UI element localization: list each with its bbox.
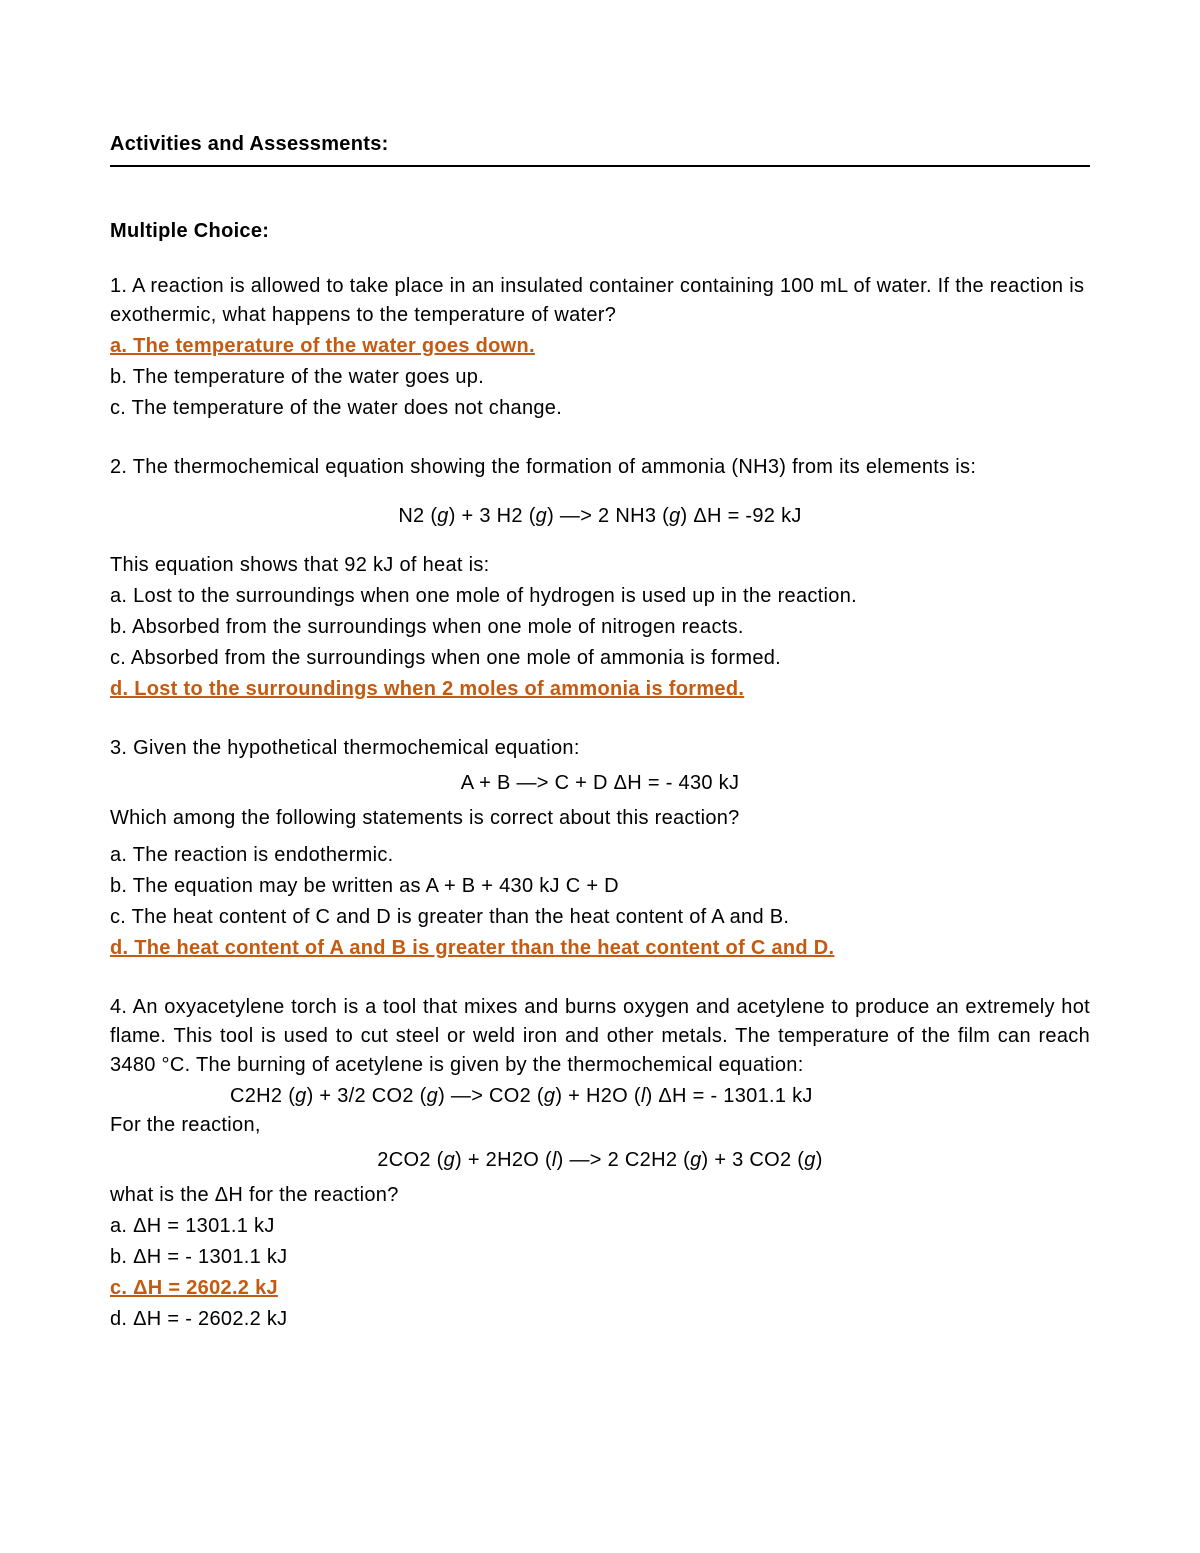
question-1-option-c: c. The temperature of the water does not… (110, 394, 1090, 423)
eq-part: 2CO2 ( (377, 1149, 443, 1171)
eq-state: g (437, 505, 448, 527)
eq-state: g (804, 1149, 815, 1171)
question-3-equation: A + B —> C + D ΔH = - 430 kJ (110, 769, 1090, 798)
question-4-option-a: a. ΔH = 1301.1 kJ (110, 1212, 1090, 1241)
multiple-choice-heading: Multiple Choice: (110, 217, 1090, 246)
question-2-stem2: This equation shows that 92 kJ of heat i… (110, 551, 1090, 580)
document-page: Activities and Assessments: Multiple Cho… (0, 0, 1200, 1553)
eq-part: C2H2 ( (230, 1085, 295, 1107)
question-3-option-b: b. The equation may be written as A + B … (110, 872, 1090, 901)
eq-part: ) + 3 H2 ( (449, 505, 536, 527)
question-1-text: 1. A reaction is allowed to take place i… (110, 272, 1090, 330)
question-2-option-a: a. Lost to the surroundings when one mol… (110, 582, 1090, 611)
eq-part: ) —> 2 NH3 ( (547, 505, 669, 527)
eq-part: ) + 3/2 CO2 ( (307, 1085, 427, 1107)
question-4-for-reaction: For the reaction, (110, 1111, 1090, 1140)
question-4: 4. An oxyacetylene torch is a tool that … (110, 993, 1090, 1334)
question-3-stem2: Which among the following statements is … (110, 804, 1090, 833)
eq-state: g (544, 1085, 555, 1107)
question-1-option-a: a. The temperature of the water goes dow… (110, 332, 1090, 361)
eq-state: g (536, 505, 547, 527)
eq-state: g (669, 505, 680, 527)
question-3-option-a: a. The reaction is endothermic. (110, 841, 1090, 870)
eq-part: ) (816, 1149, 823, 1171)
question-2-option-c: c. Absorbed from the surroundings when o… (110, 644, 1090, 673)
eq-part: ) ΔH = -92 kJ (681, 505, 802, 527)
eq-state: g (427, 1085, 438, 1107)
question-2: 2. The thermochemical equation showing t… (110, 453, 1090, 704)
question-4-option-c: c. ΔH = 2602.2 kJ (110, 1274, 1090, 1303)
eq-part: ) —> 2 C2H2 ( (557, 1149, 690, 1171)
question-1-option-b: b. The temperature of the water goes up. (110, 363, 1090, 392)
question-4-equation-2: 2CO2 (g) + 2H2O (l) —> 2 C2H2 (g) + 3 CO… (110, 1146, 1090, 1175)
question-3: 3. Given the hypothetical thermochemical… (110, 734, 1090, 963)
question-4-text: 4. An oxyacetylene torch is a tool that … (110, 993, 1090, 1080)
eq-state: g (295, 1085, 306, 1107)
question-4-option-d: d. ΔH = - 2602.2 kJ (110, 1305, 1090, 1334)
question-4-stem2: what is the ΔH for the reaction? (110, 1181, 1090, 1210)
eq-part: ) + 2H2O ( (455, 1149, 552, 1171)
question-2-equation: N2 (g) + 3 H2 (g) —> 2 NH3 (g) ΔH = -92 … (110, 502, 1090, 531)
eq-state: g (690, 1149, 701, 1171)
section-title: Activities and Assessments: (110, 130, 1090, 167)
eq-part: ) + H2O ( (555, 1085, 641, 1107)
eq-state: g (444, 1149, 455, 1171)
question-3-option-d: d. The heat content of A and B is greate… (110, 934, 1090, 963)
eq-part: N2 ( (398, 505, 437, 527)
question-4-equation-1: C2H2 (g) + 3/2 CO2 (g) —> CO2 (g) + H2O … (230, 1082, 1090, 1111)
eq-part: ) ΔH = - 1301.1 kJ (646, 1085, 813, 1107)
question-3-option-c: c. The heat content of C and D is greate… (110, 903, 1090, 932)
question-3-text: 3. Given the hypothetical thermochemical… (110, 734, 1090, 763)
question-2-option-d: d. Lost to the surroundings when 2 moles… (110, 675, 1090, 704)
eq-part: ) —> CO2 ( (438, 1085, 544, 1107)
question-2-text: 2. The thermochemical equation showing t… (110, 453, 1090, 482)
question-1: 1. A reaction is allowed to take place i… (110, 272, 1090, 423)
eq-part: ) + 3 CO2 ( (702, 1149, 805, 1171)
question-4-option-b: b. ΔH = - 1301.1 kJ (110, 1243, 1090, 1272)
question-2-option-b: b. Absorbed from the surroundings when o… (110, 613, 1090, 642)
